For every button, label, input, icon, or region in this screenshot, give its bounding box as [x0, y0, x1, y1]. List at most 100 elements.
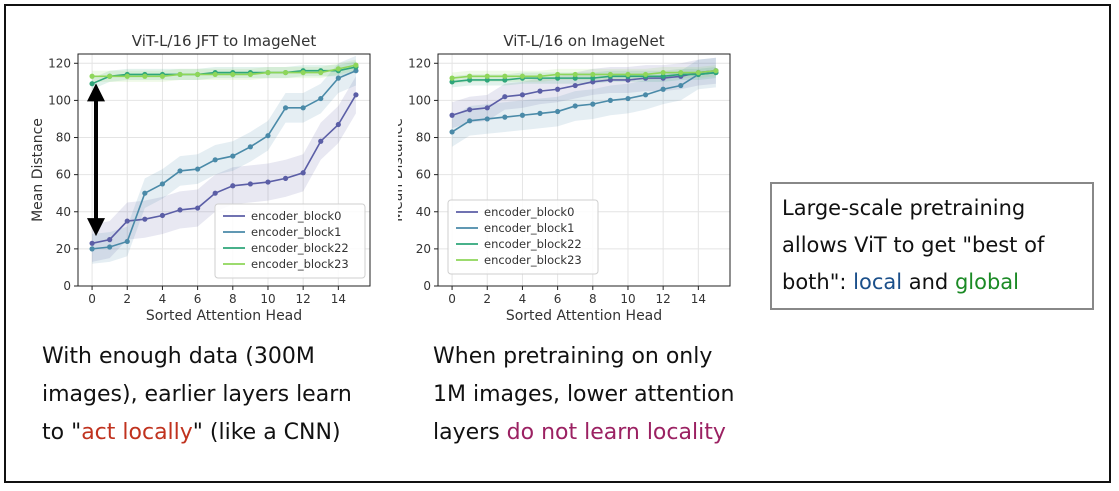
data-point — [265, 69, 271, 76]
data-point — [212, 157, 218, 163]
data-point — [247, 71, 253, 78]
data-point — [467, 107, 473, 113]
data-point — [89, 81, 95, 87]
data-point — [212, 190, 218, 196]
y-axis-label: Mean Distance — [30, 118, 46, 222]
caption-left: With enough data (300M images), earlier … — [42, 338, 352, 452]
series-line — [91, 69, 357, 250]
callout-line2: allows ViT to get "best of — [782, 233, 1045, 257]
callout-and: and — [902, 270, 955, 294]
caption-middle-line2: 1M images, lower attention — [433, 382, 735, 407]
data-point — [625, 71, 631, 78]
confidence-band — [92, 76, 356, 262]
data-point — [572, 71, 578, 78]
data-point — [195, 205, 201, 211]
data-point — [572, 103, 578, 109]
data-point — [555, 75, 561, 81]
data-point — [230, 153, 236, 159]
data-point — [537, 73, 543, 79]
legend-label: encoder_block0 — [251, 209, 341, 223]
y-tick-label: 80 — [416, 131, 431, 145]
data-point — [124, 238, 130, 245]
data-point — [335, 121, 341, 128]
data-point — [467, 118, 473, 124]
y-tick-label: 120 — [48, 56, 71, 70]
data-point — [142, 190, 148, 196]
chart-imagenet-only: 0 20 40 60 80 100 120 0 2 4 6 8 10 12 14 ViT-L/16 on Im… — [398, 32, 731, 324]
y-tick-label: 60 — [56, 168, 71, 182]
data-point — [230, 71, 236, 78]
legend-label: encoder_block22 — [484, 237, 582, 251]
x-tick-label: 2 — [123, 292, 131, 306]
caption-middle-line1: When pretraining on only — [433, 344, 713, 369]
data-point — [519, 112, 526, 118]
data-point — [660, 86, 666, 92]
series-line — [451, 71, 717, 83]
callout-box: Large-scale pretraining allows ViT to ge… — [770, 182, 1094, 310]
data-point — [300, 105, 306, 111]
data-point — [467, 77, 473, 83]
y-tick-label: 0 — [423, 279, 431, 293]
data-point — [607, 71, 613, 78]
chart-title: ViT-L/16 JFT to ImageNet — [132, 32, 317, 50]
caption-middle-line3: layers do not learn locality — [433, 414, 734, 452]
series-line — [451, 71, 717, 133]
chart-jft-to-imagenet: 0 20 40 60 80 100 120 0 2 4 6 8 10 12 14 ViT-L/16 JFT t… — [30, 32, 371, 324]
data-point — [502, 114, 508, 120]
y-tick-label: 120 — [408, 56, 431, 70]
data-point — [590, 71, 596, 78]
data-point — [502, 94, 508, 100]
data-point — [519, 73, 526, 79]
data-point — [449, 79, 455, 85]
plot-frame — [437, 53, 731, 287]
data-point — [660, 69, 666, 76]
legend-label: encoder_block1 — [484, 221, 574, 235]
x-axis-label: Sorted Attention Head — [146, 308, 302, 324]
data-point — [177, 168, 183, 174]
data-point — [590, 101, 596, 107]
data-point — [625, 77, 631, 83]
slide-frame — [4, 4, 1111, 483]
data-point — [678, 82, 684, 89]
y-tick-label: 80 — [56, 131, 71, 145]
series-line — [91, 66, 357, 85]
x-axis-label: Sorted Attention Head — [506, 308, 662, 324]
y-tick-label: 60 — [416, 168, 431, 182]
series-line — [451, 69, 717, 79]
legend-label: encoder_block0 — [484, 205, 574, 219]
x-tick-label: 10 — [620, 292, 635, 306]
act-locally-highlight: act locally — [81, 420, 193, 445]
data-point — [124, 218, 130, 224]
arrow-head-down — [87, 218, 105, 237]
x-tick-label: 12 — [296, 292, 311, 306]
data-point — [335, 75, 341, 81]
data-point — [300, 69, 306, 76]
legend-box — [447, 199, 599, 275]
plot-frame — [77, 53, 371, 287]
data-point — [142, 216, 148, 222]
data-point — [607, 97, 613, 103]
x-tick-label: 6 — [194, 292, 202, 306]
series-line — [92, 64, 357, 78]
data-point — [159, 181, 166, 187]
caption-left-line3-post: " (like a CNN) — [192, 420, 341, 445]
data-point — [590, 79, 596, 85]
data-point — [335, 66, 341, 72]
legend-label: encoder_block1 — [251, 225, 341, 239]
callout-line1: Large-scale pretraining — [782, 196, 1026, 220]
data-point — [572, 82, 578, 89]
data-point — [502, 77, 508, 83]
arrow-head-up — [87, 83, 105, 102]
local-highlight: local — [853, 270, 903, 294]
no-locality-highlight: do not learn locality — [506, 420, 726, 445]
callout-line3: both": local and global — [782, 264, 1082, 301]
data-point — [89, 240, 95, 246]
data-point — [107, 244, 113, 250]
data-point — [247, 144, 253, 150]
data-point — [318, 138, 324, 144]
data-point — [282, 105, 289, 111]
data-point — [555, 108, 561, 115]
caption-middle: When pretraining on only 1M images, lowe… — [433, 338, 734, 452]
data-point — [449, 75, 455, 81]
confidence-band — [452, 57, 716, 129]
